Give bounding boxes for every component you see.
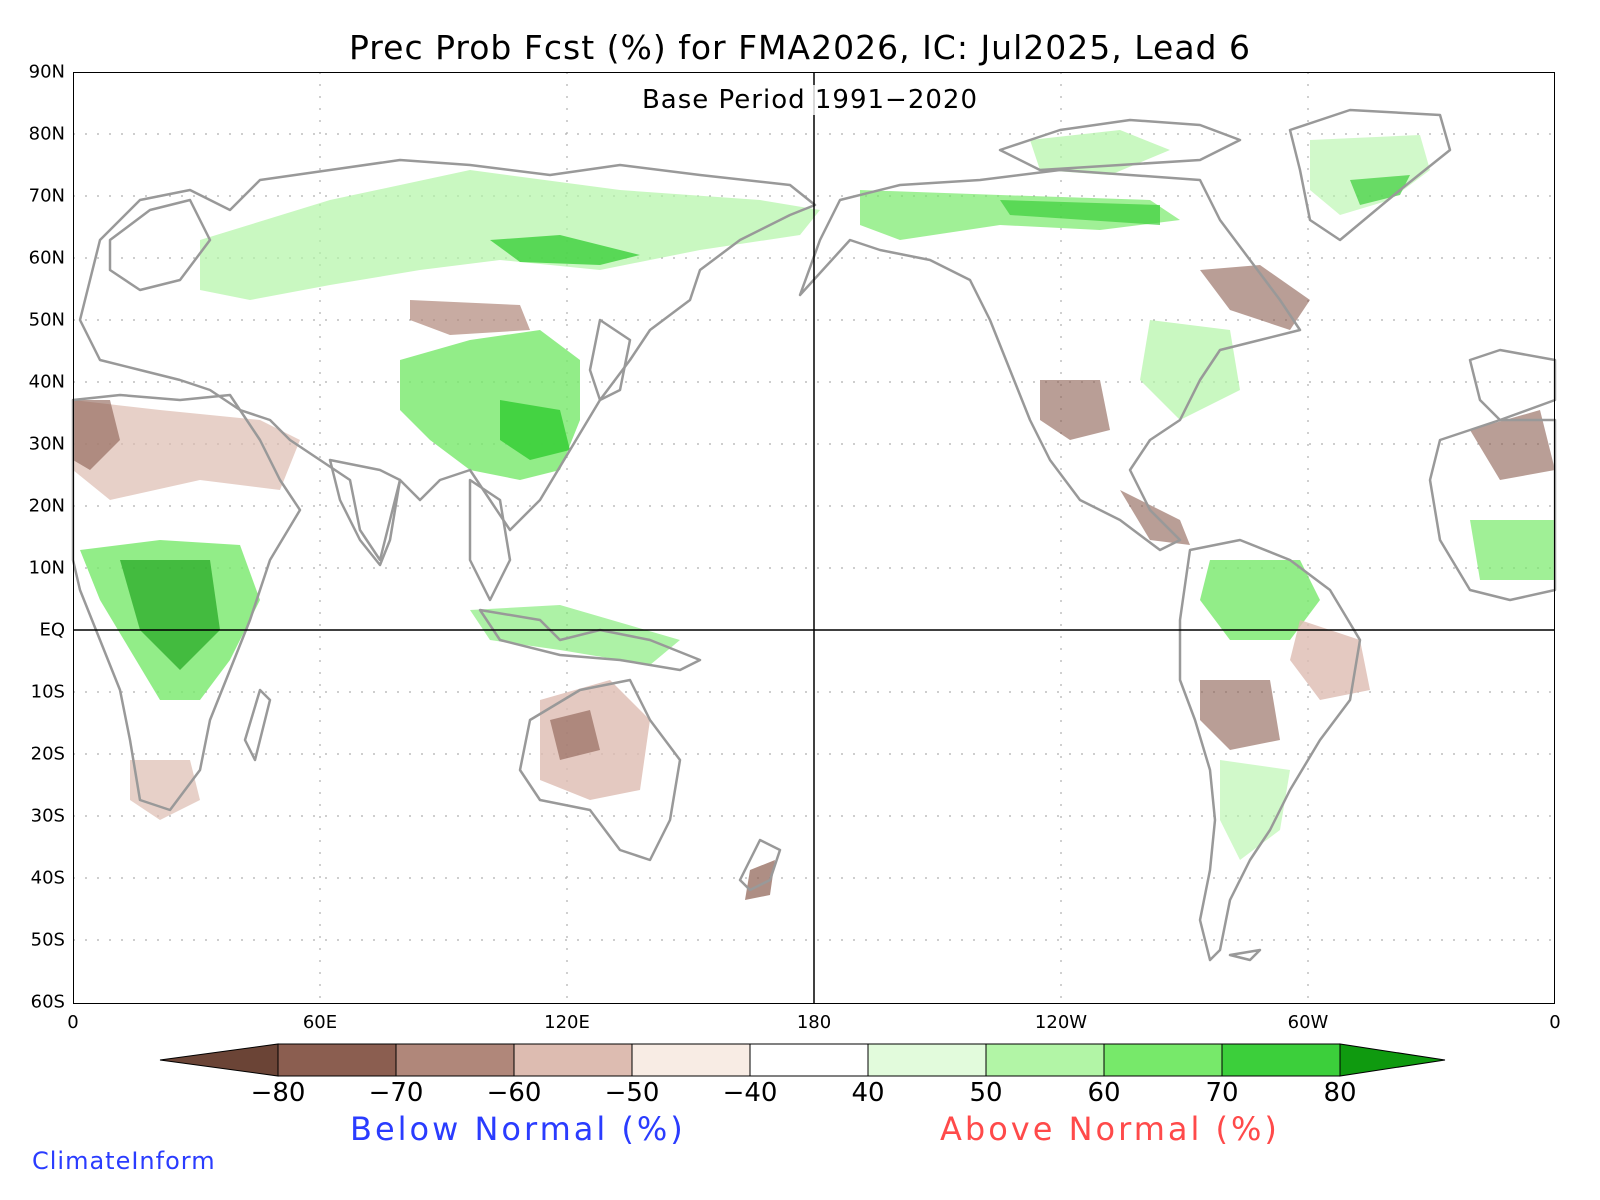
colorbar-tick-label: 80 (1323, 1078, 1357, 1108)
colorbar-tick-label: −50 (604, 1078, 660, 1108)
lat-label: 40S (30, 867, 65, 889)
argentina-mix (1220, 760, 1290, 860)
siberia-wet-area (200, 170, 820, 300)
lon-label: 0 (67, 1012, 79, 1033)
india-coast (328, 458, 402, 567)
colorbar-tick-label: −60 (486, 1078, 542, 1108)
china-core (500, 400, 570, 460)
colorbar (159, 1043, 1446, 1077)
antarctic-peninsula-coast (1228, 948, 1262, 962)
us-east-wet (1140, 320, 1240, 420)
greenland-coast (1288, 108, 1452, 242)
australia-coast (518, 678, 682, 862)
forecast-shading (73, 130, 1555, 900)
colorbar-swatch (1221, 1043, 1341, 1077)
colorbar-tick-label: −80 (250, 1078, 306, 1108)
nz-coast (738, 838, 782, 892)
siberia-core (490, 235, 640, 265)
arctic-islands-coast (998, 118, 1242, 172)
colorbar-tick-label: 70 (1205, 1078, 1239, 1108)
lat-label: 90N (28, 61, 65, 83)
colorbar-swatch (1103, 1043, 1223, 1077)
lon-label: 0 (1549, 1012, 1561, 1033)
lat-label: 30S (30, 805, 65, 827)
lat-label: EQ (39, 619, 65, 641)
lon-label: 120E (544, 1012, 590, 1033)
bolivia-dry (1200, 680, 1280, 750)
west-africa-coast (1428, 418, 1557, 602)
lat-label: 20S (30, 743, 65, 765)
lat-label: 70N (28, 185, 65, 207)
japan-coast (588, 318, 632, 402)
colorbar-swatch (513, 1043, 633, 1077)
africa-coast (71, 393, 302, 812)
lon-label: 60W (1287, 1012, 1329, 1033)
colorbar-swatch (749, 1043, 869, 1077)
iberia-coast (1468, 348, 1557, 422)
coastlines (71, 108, 1557, 962)
colorbar-tick-label: 40 (851, 1078, 885, 1108)
map-subtitle: Base Period 1991−2020 (590, 85, 1030, 115)
map-frame (73, 72, 1555, 1004)
madagascar-coast (243, 688, 272, 762)
southeast-asia-coast (468, 478, 512, 602)
colorbar-swatch (277, 1043, 397, 1077)
colorbar-arrow-low (159, 1043, 279, 1077)
colorbar-tick-label: 50 (969, 1078, 1003, 1108)
eastern-canada-dry (1200, 265, 1310, 330)
lon-label: 180 (796, 1012, 832, 1033)
scandinavia-coast (108, 198, 212, 292)
colorbar-tick-label: −40 (722, 1078, 778, 1108)
lat-label: 50N (28, 309, 65, 331)
lat-label: 10S (30, 681, 65, 703)
sahara-dry (73, 400, 300, 500)
central-africa-core (120, 560, 220, 670)
colorbar-tick-label: −70 (368, 1078, 424, 1108)
colorbar-tick-label: 60 (1087, 1078, 1121, 1108)
colorbar-swatch (631, 1043, 751, 1077)
lat-label: 50S (30, 929, 65, 951)
lat-label: 60S (30, 991, 65, 1013)
north-africa-dry-core (73, 400, 120, 470)
lat-label: 20N (28, 495, 65, 517)
brazil-dry (1290, 620, 1370, 700)
greenland-core (1350, 175, 1410, 205)
central-asia-dry (410, 300, 530, 335)
canada-core (1000, 200, 1160, 225)
lat-label: 60N (28, 247, 65, 269)
lon-label: 60E (302, 1012, 338, 1033)
us-southwest-dry (1040, 380, 1110, 440)
below-normal-label: Below Normal (%) (350, 1110, 686, 1148)
lat-label: 10N (28, 557, 65, 579)
australia-dry-core (550, 710, 600, 760)
lat-label: 40N (28, 371, 65, 393)
map-title: Prec Prob Fcst (%) for FMA2026, IC: Jul2… (348, 28, 1251, 67)
southern-africa-dry (130, 760, 200, 820)
greenland-wet (1310, 135, 1430, 215)
iberia-dry (1470, 410, 1555, 480)
lat-label: 30N (28, 433, 65, 455)
lon-label: 120W (1034, 1012, 1088, 1033)
credit-text: ClimateInform (32, 1147, 216, 1175)
south-america-coast (1178, 538, 1362, 962)
colorbar-arrow-high (1339, 1043, 1446, 1077)
amazon-wet (1200, 560, 1320, 640)
indonesia-coast (478, 608, 702, 672)
colorbar-swatch (395, 1043, 515, 1077)
colorbar-swatch (985, 1043, 1105, 1077)
above-normal-label: Above Normal (%) (940, 1110, 1280, 1148)
north-america-coast (798, 168, 1302, 552)
colorbar-swatch (867, 1043, 987, 1077)
lat-label: 80N (28, 123, 65, 145)
west-africa-wet (1470, 520, 1555, 580)
